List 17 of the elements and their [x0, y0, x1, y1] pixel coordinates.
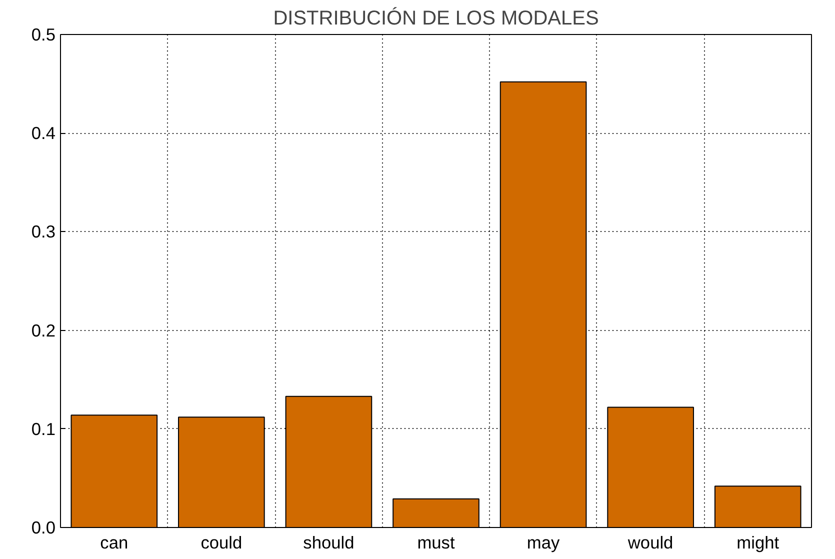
- y-tick-label: 0.5: [31, 24, 56, 44]
- x-tick-label: may: [526, 532, 560, 552]
- y-tick-label: 0.3: [31, 222, 56, 242]
- y-tick-label: 0.1: [31, 418, 56, 439]
- y-tick-label: 0.2: [31, 320, 56, 340]
- y-tick-label: 0.4: [31, 123, 56, 144]
- text: 0.0: [31, 518, 56, 538]
- bar: [500, 81, 587, 528]
- bar: [392, 498, 480, 528]
- x-tick-label: should: [303, 532, 354, 552]
- x-tick-label: must: [417, 532, 455, 552]
- bar: [714, 486, 802, 528]
- x-tick-label: would: [626, 532, 674, 552]
- x-tick-label: might: [736, 532, 780, 552]
- x-tick-label: can: [100, 532, 128, 552]
- x-tick-label: could: [200, 532, 242, 552]
- chart-title: DISTRIBUCIÓN DE LOS MODALES: [273, 6, 599, 30]
